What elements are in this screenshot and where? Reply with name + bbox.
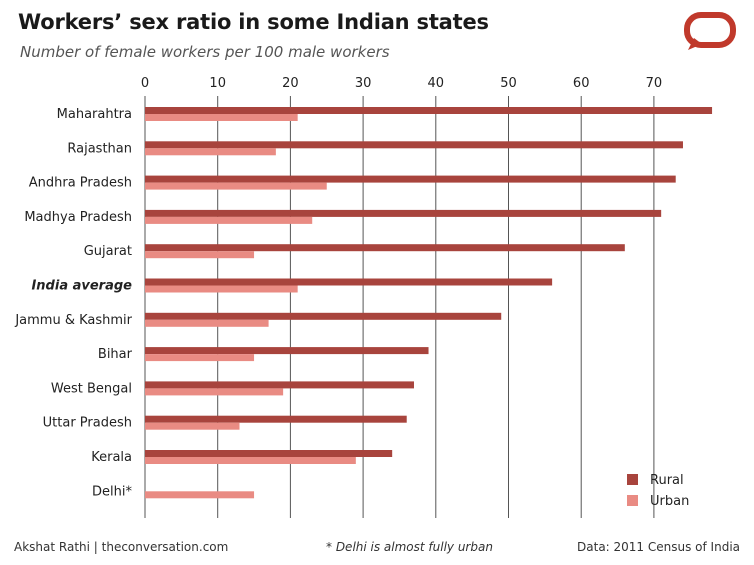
bar-urban (145, 182, 327, 190)
bar-chart: 0 10 20 30 40 50 60 70 Maharahtra Rajasthan Andhra… (14, 76, 713, 518)
category-label: India average (31, 279, 132, 294)
source-text: Data: 2011 Census of India (577, 540, 740, 554)
bar-urban (145, 422, 240, 430)
x-tick-label: 50 (500, 76, 517, 91)
bar-rural (145, 312, 502, 320)
bar-urban (145, 216, 313, 224)
bar-rural (145, 381, 414, 389)
category-label: Madhya Pradesh (24, 210, 132, 225)
bar-rural (145, 450, 393, 457)
bar-urban (145, 114, 298, 121)
bar-rural (145, 107, 713, 114)
category-label: Bihar (98, 347, 133, 362)
category-label: Maharahtra (57, 107, 132, 122)
speech-bubble-icon (684, 12, 736, 50)
bar-urban (145, 491, 255, 499)
bar-urban (145, 457, 356, 464)
bar-rural (145, 278, 553, 286)
logo-tail (688, 38, 702, 50)
x-tick-label: 20 (282, 76, 299, 91)
category-label: Uttar Pradesh (43, 416, 132, 431)
bar-urban (145, 319, 269, 327)
bar-urban (145, 285, 298, 293)
category-label: West Bengal (51, 381, 132, 396)
bar-rural (145, 209, 662, 217)
x-tick-label: 0 (141, 76, 149, 91)
x-tick-label: 60 (573, 76, 590, 91)
x-tick-label: 40 (428, 76, 445, 91)
legend-label-rural: Rural (650, 473, 684, 488)
category-label: Andhra Pradesh (29, 176, 132, 191)
logo-bubble (684, 12, 736, 48)
x-tick-label: 70 (646, 76, 663, 91)
footnote-text: * Delhi is almost fully urban (326, 540, 493, 554)
bar-urban (145, 251, 255, 259)
chart-subtitle: Number of female workers per 100 male wo… (20, 43, 390, 61)
legend-swatch-rural (627, 474, 638, 485)
x-tick-label: 30 (355, 76, 372, 91)
bar-urban (145, 354, 255, 362)
chart-title: Workers’ sex ratio in some Indian states (18, 10, 489, 34)
x-tick-label: 10 (209, 76, 226, 91)
credit-text: Akshat Rathi | theconversation.com (14, 540, 229, 554)
bar-rural (145, 347, 429, 355)
legend-swatch-urban (627, 495, 638, 506)
bar-urban (145, 148, 276, 156)
bar-rural (145, 415, 407, 423)
bar-rural (145, 244, 625, 252)
category-label: Rajasthan (67, 141, 132, 156)
category-label: Kerala (91, 450, 132, 465)
legend-label-urban: Urban (650, 494, 689, 509)
category-label: Delhi* (92, 484, 132, 499)
bar-rural (145, 175, 676, 183)
category-label: Jammu & Kashmir (14, 313, 132, 328)
bar-urban (145, 388, 284, 396)
category-label: Gujarat (84, 244, 132, 259)
bar-rural (145, 141, 683, 149)
